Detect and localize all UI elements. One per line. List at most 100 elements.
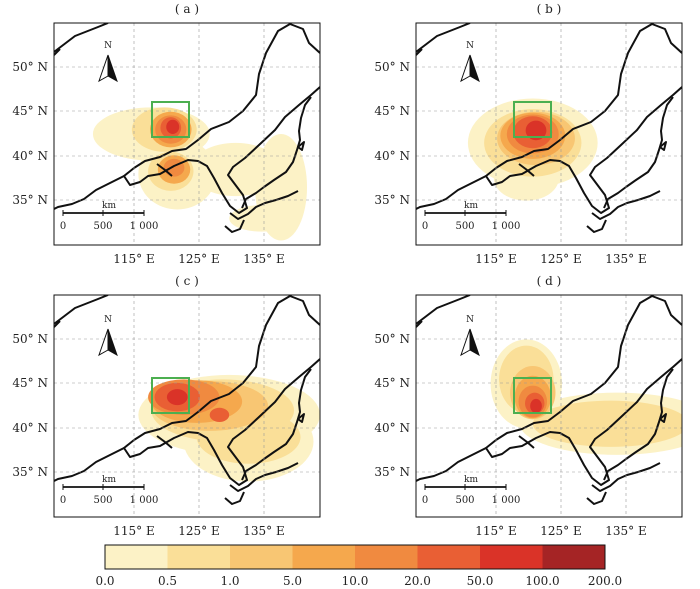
coastline	[54, 295, 320, 505]
lon-tick: 135° E	[605, 524, 646, 538]
panel-label: ( c )	[175, 274, 199, 288]
colorbar-swatch	[542, 545, 606, 569]
scale-unit: km	[102, 475, 116, 485]
x-axis-ticks: 115° E 125° E 135° E	[475, 524, 646, 538]
concentration-contour	[525, 120, 547, 141]
panel-a: ( a ) N km	[12, 2, 321, 266]
colorbar-swatch	[480, 545, 543, 569]
map-frame	[415, 22, 683, 246]
colorbar-swatch	[167, 545, 231, 569]
x-axis-ticks: 115° E 125° E 135° E	[475, 252, 646, 266]
colorbar-swatch	[230, 545, 293, 569]
concentration-contour	[166, 389, 188, 406]
concentration-field	[467, 98, 598, 201]
source-region-box	[513, 377, 552, 414]
lat-tick: 50° N	[12, 332, 48, 346]
colorbar-tick-label: 20.0	[404, 574, 431, 588]
colorbar-swatch	[105, 545, 168, 569]
y-axis-ticks: 50° N 45° N 40° N 35° N	[374, 60, 410, 207]
scale-bar: km 0 500 1 000	[60, 475, 159, 506]
colorbar-tick-label: 200.0	[588, 574, 622, 588]
north-arrow: N	[460, 315, 480, 357]
colorbar-frame	[104, 544, 606, 570]
scale-tick: 0	[60, 221, 66, 232]
scale-tick: 1 000	[492, 495, 521, 506]
scale-tick: 500	[455, 495, 474, 506]
north-label: N	[104, 41, 112, 51]
colorbar-tick-label: 10.0	[342, 574, 369, 588]
lon-tick: 115° E	[113, 252, 154, 266]
lat-tick: 40° N	[12, 149, 48, 163]
colorbar: 0.0 0.5 1.0 5.0 10.0 20.0 50.0 100.0 200.0	[95, 544, 622, 588]
concentration-contour	[163, 158, 185, 177]
concentration-contour	[209, 407, 230, 422]
north-arrow-icon	[460, 328, 471, 357]
x-axis-ticks: 115° E 125° E 135° E	[113, 524, 284, 538]
north-arrow: N	[98, 315, 118, 357]
colorbar-tick-label: 0.5	[158, 574, 177, 588]
lon-tick: 125° E	[178, 252, 219, 266]
y-axis-ticks: 50° N 45° N 40° N 35° N	[12, 332, 48, 479]
north-label: N	[104, 315, 112, 325]
scale-bar: km 0 500 1 000	[60, 201, 159, 232]
colorbar-tick-label: 5.0	[283, 574, 302, 588]
scale-tick: 0	[60, 495, 66, 506]
colorbar-swatch	[355, 545, 418, 569]
scale-unit: km	[102, 201, 116, 211]
concentration-contour	[229, 205, 295, 232]
grid	[54, 295, 320, 517]
colorbar-tick-label: 50.0	[467, 574, 494, 588]
scale-tick: 1 000	[130, 221, 159, 232]
lon-tick: 135° E	[605, 252, 646, 266]
colorbar-tick-label: 1.0	[220, 574, 239, 588]
concentration-contour	[532, 400, 682, 447]
lat-tick: 35° N	[12, 193, 48, 207]
lon-tick: 135° E	[243, 252, 284, 266]
scale-tick: 1 000	[492, 221, 521, 232]
coastline	[416, 295, 682, 505]
map-frame	[53, 294, 321, 518]
north-arrow-icon	[98, 54, 109, 83]
north-label: N	[466, 41, 474, 51]
y-axis-ticks: 50° N 45° N 40° N 35° N	[12, 60, 48, 207]
panel-label: ( b )	[537, 2, 562, 16]
lat-tick: 45° N	[12, 104, 48, 118]
lon-tick: 115° E	[475, 524, 516, 538]
lat-tick: 50° N	[374, 60, 410, 74]
concentration-contour	[530, 398, 542, 414]
lon-tick: 135° E	[243, 524, 284, 538]
north-arrow: N	[460, 41, 480, 83]
lon-tick: 115° E	[113, 524, 154, 538]
lat-tick: 40° N	[374, 149, 410, 163]
scale-tick: 500	[455, 221, 474, 232]
lat-tick: 40° N	[12, 421, 48, 435]
panel-c: ( c ) N km	[12, 274, 321, 538]
concentration-field	[490, 339, 682, 455]
lat-tick: 35° N	[12, 465, 48, 479]
panel-b: ( b ) N km	[374, 2, 683, 266]
concentration-contour	[166, 119, 180, 134]
grid	[416, 23, 682, 245]
lon-tick: 125° E	[540, 524, 581, 538]
coastline	[416, 23, 682, 233]
scale-tick: 1 000	[130, 495, 159, 506]
colorbar-labels: 0.0 0.5 1.0 5.0 10.0 20.0 50.0 100.0 200.0	[95, 574, 622, 588]
grid	[416, 295, 682, 517]
colorbar-tick-label: 0.0	[95, 574, 114, 588]
north-arrow: N	[98, 41, 118, 83]
lat-tick: 40° N	[374, 421, 410, 435]
panel-label: ( d )	[537, 274, 562, 288]
lon-tick: 125° E	[540, 252, 581, 266]
north-label: N	[466, 315, 474, 325]
scale-unit: km	[464, 475, 478, 485]
panel-d: ( d ) N km	[374, 274, 683, 538]
colorbar-swatch	[292, 545, 356, 569]
lat-tick: 35° N	[374, 193, 410, 207]
scale-tick: 0	[422, 221, 428, 232]
scale-bar: km 0 500 1 000	[422, 475, 521, 506]
north-arrow-icon	[98, 328, 109, 357]
map-frame	[53, 22, 321, 246]
grid	[54, 23, 320, 245]
lat-tick: 50° N	[12, 60, 48, 74]
